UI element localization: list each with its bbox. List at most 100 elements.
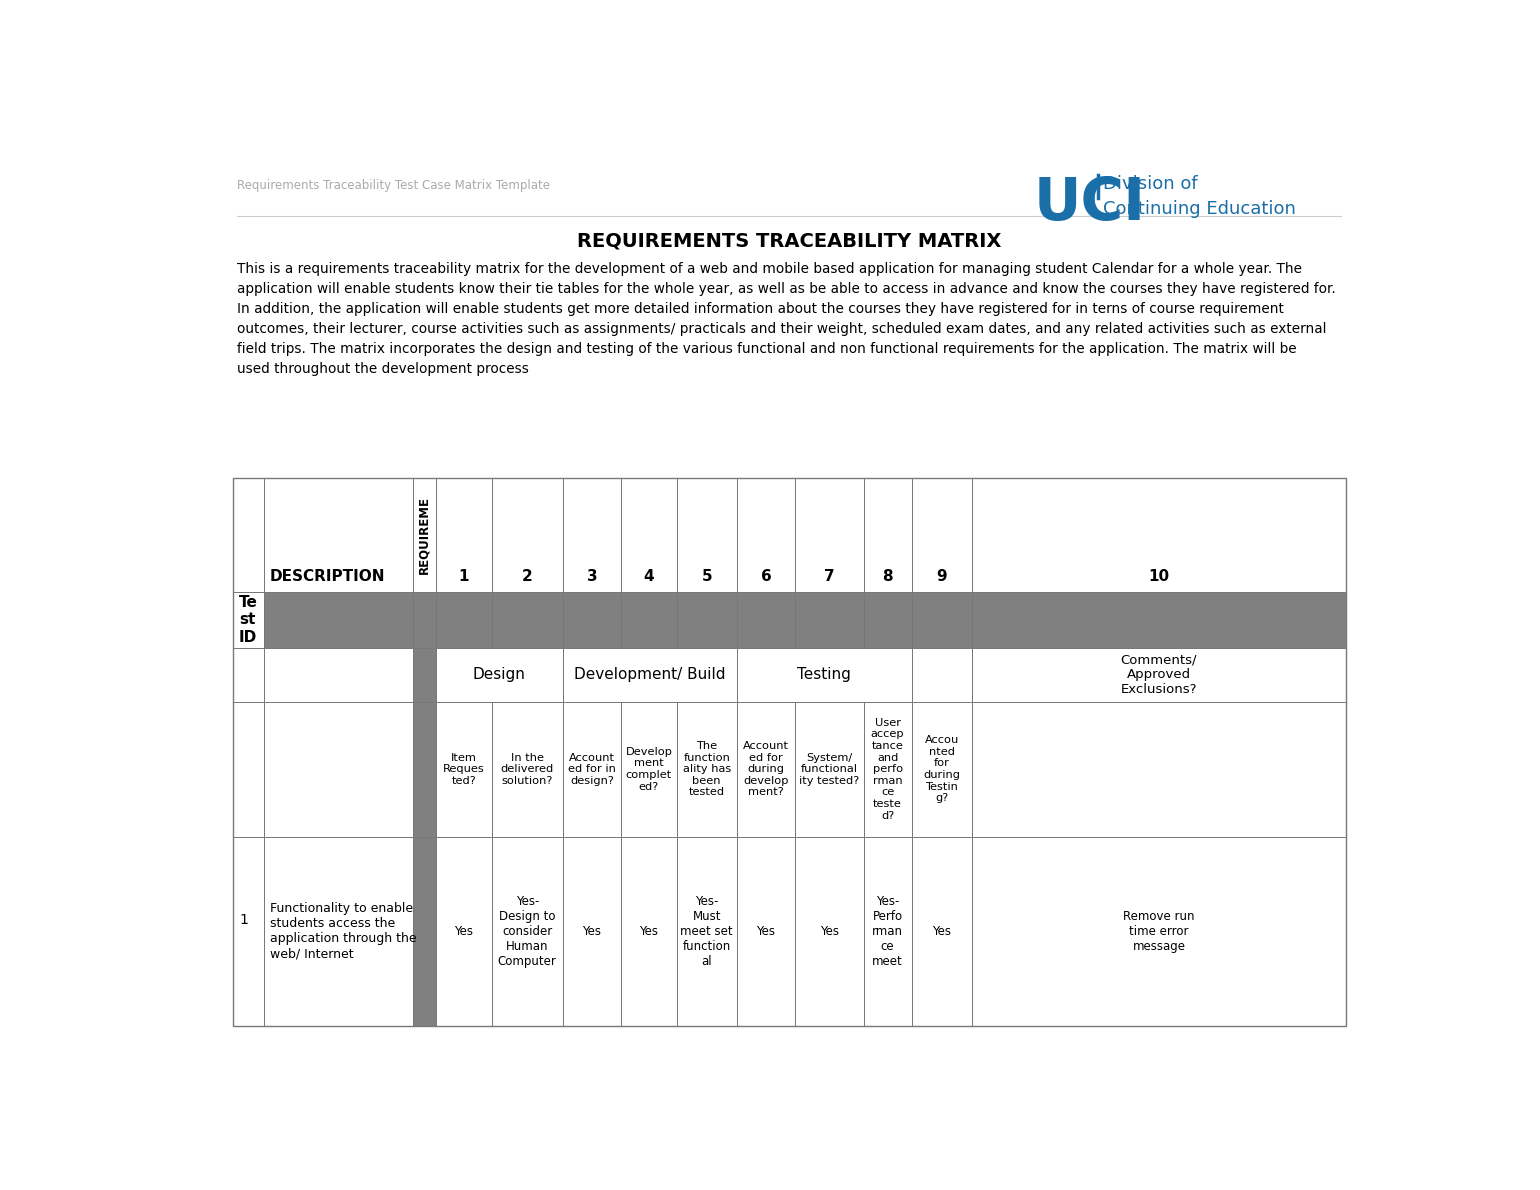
- Text: 3: 3: [587, 569, 598, 584]
- Text: The
function
ality has
been
tested: The function ality has been tested: [682, 741, 732, 797]
- Bar: [912, 647, 972, 702]
- Bar: [864, 702, 912, 837]
- Bar: [972, 477, 1346, 591]
- Bar: [912, 837, 972, 1026]
- Bar: [491, 837, 564, 1026]
- Bar: [796, 702, 864, 837]
- Text: 5: 5: [701, 569, 711, 584]
- Bar: [678, 837, 736, 1026]
- Bar: [736, 702, 796, 837]
- Bar: [972, 837, 1346, 1026]
- Text: application will enable students know their tie tables for the whole year, as we: application will enable students know th…: [237, 282, 1337, 296]
- Bar: [436, 591, 491, 647]
- Bar: [621, 591, 678, 647]
- Text: Requirements Traceability Test Case Matrix Template: Requirements Traceability Test Case Matr…: [237, 178, 550, 192]
- Text: used throughout the development process: used throughout the development process: [237, 362, 530, 376]
- Bar: [796, 837, 864, 1026]
- Text: Remove run
time error
message: Remove run time error message: [1123, 910, 1195, 953]
- Bar: [564, 837, 621, 1026]
- Bar: [912, 591, 972, 647]
- Text: Functionality to enable
students access the
application through the
web/ Interne: Functionality to enable students access …: [270, 902, 417, 960]
- Text: Yes-
Must
meet set
function
al: Yes- Must meet set function al: [681, 895, 733, 967]
- Text: Yes: Yes: [821, 925, 839, 938]
- Text: Item
Reques
ted?: Item Reques ted?: [444, 752, 485, 785]
- Text: Development/ Build: Development/ Build: [574, 668, 725, 682]
- Text: Yes-
Design to
consider
Human
Computer: Yes- Design to consider Human Computer: [497, 895, 557, 967]
- Bar: [972, 647, 1346, 702]
- Text: outcomes, their lecturer, course activities such as assignments/ practicals and : outcomes, their lecturer, course activit…: [237, 322, 1327, 337]
- Text: 8: 8: [882, 569, 893, 584]
- Bar: [491, 477, 564, 591]
- Bar: [413, 477, 436, 591]
- Bar: [436, 477, 491, 591]
- Bar: [912, 477, 972, 591]
- Bar: [678, 477, 736, 591]
- Text: In the
delivered
solution?: In the delivered solution?: [500, 752, 554, 785]
- Text: Testing: Testing: [798, 668, 852, 682]
- Text: Yes: Yes: [932, 925, 952, 938]
- Text: Develop
ment
complet
ed?: Develop ment complet ed?: [625, 747, 673, 791]
- Bar: [263, 647, 413, 702]
- Bar: [413, 647, 436, 702]
- Bar: [436, 837, 491, 1026]
- Bar: [972, 702, 1346, 837]
- Bar: [736, 477, 796, 591]
- Text: field trips. The matrix incorporates the design and testing of the various funct: field trips. The matrix incorporates the…: [237, 343, 1297, 356]
- Bar: [413, 591, 436, 647]
- Bar: [491, 591, 564, 647]
- Bar: [864, 591, 912, 647]
- Bar: [621, 702, 678, 837]
- Text: Yes: Yes: [454, 925, 473, 938]
- Bar: [233, 702, 263, 837]
- Bar: [736, 837, 796, 1026]
- Bar: [436, 702, 491, 837]
- Text: In addition, the application will enable students get more detailed information : In addition, the application will enable…: [237, 302, 1284, 317]
- Bar: [491, 702, 564, 837]
- Text: 4: 4: [644, 569, 654, 584]
- Text: 10: 10: [1149, 569, 1169, 584]
- Text: User
accep
tance
and
perfo
rman
ce
teste
d?: User accep tance and perfo rman ce teste…: [870, 718, 904, 821]
- Text: REQUIREME: REQUIREME: [417, 496, 431, 574]
- Text: Account
ed for
during
develop
ment?: Account ed for during develop ment?: [742, 741, 788, 797]
- Text: 1: 1: [239, 913, 248, 927]
- Bar: [736, 647, 912, 702]
- Text: DESCRIPTION: DESCRIPTION: [270, 569, 385, 584]
- Bar: [972, 591, 1346, 647]
- Text: Accou
nted
for
during
Testin
g?: Accou nted for during Testin g?: [924, 735, 961, 803]
- Bar: [564, 647, 736, 702]
- Text: This is a requirements traceability matrix for the development of a web and mobi: This is a requirements traceability matr…: [237, 262, 1303, 276]
- Text: 7: 7: [824, 569, 835, 584]
- Text: Comments/
Approved
Exclusions?: Comments/ Approved Exclusions?: [1121, 653, 1197, 696]
- Bar: [233, 591, 263, 647]
- Bar: [263, 702, 413, 837]
- Text: 2: 2: [522, 569, 533, 584]
- Bar: [233, 837, 263, 1026]
- Bar: [864, 477, 912, 591]
- Text: Design: Design: [473, 668, 525, 682]
- Bar: [564, 591, 621, 647]
- Bar: [621, 477, 678, 591]
- Bar: [233, 647, 263, 702]
- Text: System/
functional
ity tested?: System/ functional ity tested?: [799, 752, 859, 785]
- Text: 6: 6: [761, 569, 772, 584]
- Bar: [564, 702, 621, 837]
- Bar: [263, 477, 413, 591]
- Text: 9: 9: [936, 569, 947, 584]
- Bar: [436, 647, 564, 702]
- Bar: [912, 702, 972, 837]
- Bar: [621, 837, 678, 1026]
- Bar: [564, 477, 621, 591]
- Text: UCI: UCI: [1033, 175, 1146, 232]
- Bar: [233, 477, 1346, 1026]
- Bar: [263, 591, 413, 647]
- Bar: [413, 702, 436, 837]
- Bar: [796, 477, 864, 591]
- Bar: [678, 702, 736, 837]
- Bar: [678, 591, 736, 647]
- Bar: [263, 837, 413, 1026]
- Text: REQUIREMENTS TRACEABILITY MATRIX: REQUIREMENTS TRACEABILITY MATRIX: [578, 231, 1001, 250]
- Text: Yes: Yes: [756, 925, 776, 938]
- Text: Yes: Yes: [582, 925, 602, 938]
- Text: Yes: Yes: [639, 925, 659, 938]
- Text: 1: 1: [459, 569, 470, 584]
